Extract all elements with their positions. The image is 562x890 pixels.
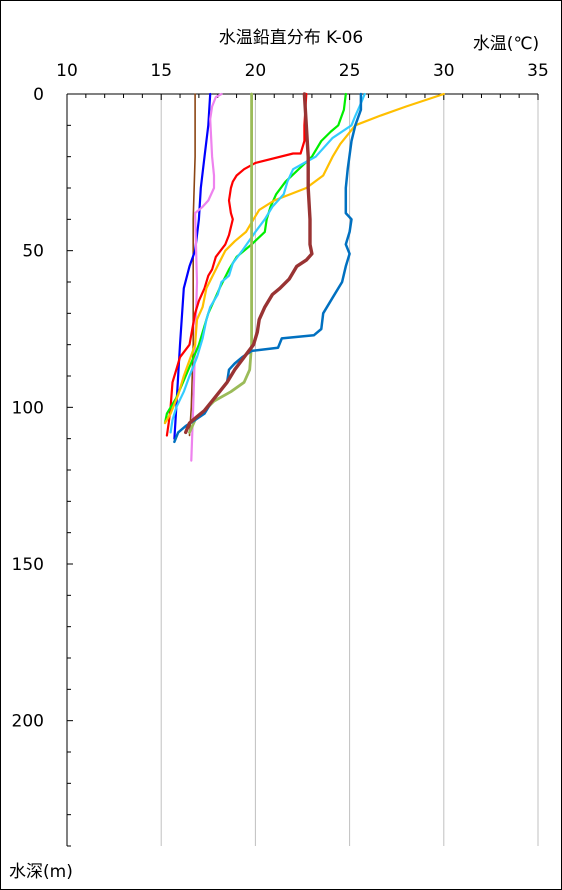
series-line-7 [169,92,366,434]
series-line-4 [165,92,308,437]
series-line-5 [163,92,347,425]
x-tick-label-35: 35 [527,61,549,81]
y-tick-label-200: 200 [12,712,44,732]
gridlines [160,94,539,846]
x-tick-labels: 10 15 20 25 30 35 [56,61,549,81]
series-line-10 [183,92,314,435]
x-tick-label-15: 15 [150,61,172,81]
x-tick-label-10: 10 [56,61,78,81]
y-tick-label-100: 100 [12,398,44,418]
x-tick-label-30: 30 [433,61,455,81]
axes [66,93,539,847]
chart-title: 水温鉛直分布 K-06 [219,28,364,48]
x-axis-title: 水温(℃) [473,34,539,54]
y-tick-label-150: 150 [12,555,44,575]
y-tick-label-0: 0 [33,85,44,105]
series-line-6 [163,92,445,425]
series-line-8 [188,92,254,434]
x-tick-label-25: 25 [339,61,361,81]
y-tick-labels: 0 50 100 150 200 [12,85,44,732]
y-axis-title: 水深(m) [9,862,73,882]
series-line-9 [173,92,363,444]
y-tick-label-50: 50 [22,242,44,262]
series-line-1 [188,93,196,437]
series-lines [163,92,445,462]
x-tick-label-20: 20 [245,61,267,81]
